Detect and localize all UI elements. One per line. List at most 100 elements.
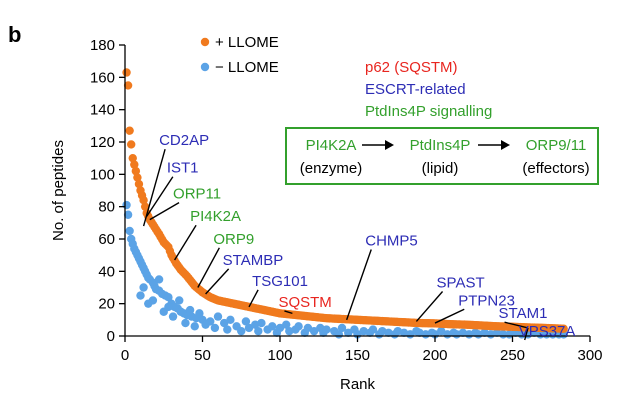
pathway-box: PI4K2A (enzyme) PtdIns4P (lipid) ORP9/11 (eff… [285,127,599,185]
pathway-box-border [285,127,599,185]
y-tick-label: 100 [90,166,115,183]
pathway-step-name: PtdIns4P [410,137,471,154]
point-minus-llome [303,323,313,333]
y-tick-label: 140 [90,102,115,119]
x-tick-label: 0 [121,347,129,364]
pathway-arrow-head [501,140,510,150]
point-minus-llome [368,325,378,334]
point-minus-llome [139,283,148,292]
legend-label-plus: + LLOME [215,34,279,51]
annotation-label-spast: SPAST [437,275,485,292]
annotation-label-ptpn23: PTPN23 [458,292,515,309]
point-minus-llome [185,305,195,315]
point-minus-llome [322,325,331,334]
point-minus-llome [226,315,235,325]
annotation-leader [284,310,293,315]
point-plus-llome [134,179,144,189]
point-minus-llome [168,312,178,321]
point-minus-llome [254,326,263,336]
y-tick-label: 160 [90,69,115,86]
point-minus-llome [223,325,232,334]
point-minus-llome [136,291,145,300]
annotation-leader [142,149,166,227]
annotation-label-orp9: ORP9 [213,231,254,248]
point-minus-llome [437,326,446,336]
annotation-label-cd2ap: CD2AP [159,132,209,149]
annotation-leader [524,327,529,341]
x-tick-label: 100 [267,347,292,364]
series-plus-llome [122,68,568,333]
annotation-leader [197,247,220,288]
point-minus-llome [154,275,164,284]
point-plus-llome [140,202,150,211]
y-tick-label: 80 [98,199,115,216]
annotation-leader [504,321,529,329]
category-legend-item: PtdIns4P signalling [365,103,492,120]
point-minus-llome [257,318,266,328]
annotations: CD2AP IST1 ORP11 PI4K2A ORP9 STAMBP TSG101 SQST… [142,132,576,341]
point-minus-llome [282,320,291,329]
category-legend-item: p62 (SQSTM) [365,59,458,76]
point-plus-llome [127,140,136,149]
pathway-step-name: ORP9/11 [526,137,587,154]
annotation-leader [146,176,174,217]
pathway-step-role: (enzyme) [300,160,363,177]
point-minus-llome [164,293,173,302]
annotation-label-chmp5: CHMP5 [365,232,418,249]
point-minus-llome [309,326,319,336]
category-legend: p62 (SQSTM) ESCRT-related PtdIns4P signall… [365,59,492,120]
point-minus-llome [275,323,285,333]
legend-marker-plus [200,37,210,47]
point-minus-llome [181,318,190,328]
point-plus-llome [133,173,142,182]
pathway-step-role: (effectors) [522,160,589,177]
annotation-leader [149,201,180,221]
legend-marker-minus [200,62,210,72]
annotation-label-stambp: STAMBP [223,252,284,269]
x-axis-label: Rank [340,376,376,393]
point-plus-llome [125,126,134,135]
point-minus-llome [268,322,277,331]
point-minus-llome [123,210,133,219]
point-minus-llome [195,309,204,318]
annotation-label-vps37a: VPS37A [519,323,576,340]
x-tick-label: 300 [577,347,602,364]
category-legend-item: ESCRT-related [365,81,466,98]
point-plus-llome [139,196,148,205]
point-minus-llome [213,312,223,321]
point-minus-llome [122,200,131,210]
annotation-label-sqstm: SQSTM [278,294,331,311]
y-tick-label: 60 [98,231,115,248]
point-minus-llome [344,328,353,337]
point-minus-llome [294,322,303,331]
point-minus-llome [241,317,251,326]
point-minus-llome [210,323,220,333]
point-plus-llome [122,68,131,77]
annotation-leader [174,224,197,261]
point-plus-llome [123,81,133,90]
annotation-leader [415,291,444,322]
annotation-label-tsg101: TSG101 [252,273,308,290]
x-tick-label: 50 [194,347,211,364]
legend-label-minus: − LLOME [215,59,279,76]
y-tick-label: 180 [90,37,115,54]
point-minus-llome [148,296,158,305]
pathway-arrow-head [385,140,394,150]
annotation-leader [205,268,230,295]
point-minus-llome [125,226,134,236]
point-plus-llome [128,153,137,163]
annotation-leader [345,249,372,321]
y-axis-label: No. of peptides [50,140,67,241]
point-plus-llome [559,324,568,333]
y-tick-label: 120 [90,134,115,151]
y-tick-label: 40 [98,263,115,280]
pathway-step-name: PI4K2A [306,137,357,154]
point-minus-llome [244,323,254,333]
point-minus-llome [220,318,229,328]
annotation-label-pi4k2a: PI4K2A [190,208,241,225]
axes: 0 50 100 150 200 250 300 0 20 40 60 80 100 120 140 160 1… [50,37,603,393]
annotation-leader [248,289,259,308]
annotation-label-stam1: STAM1 [499,305,548,322]
point-minus-llome [164,302,173,312]
